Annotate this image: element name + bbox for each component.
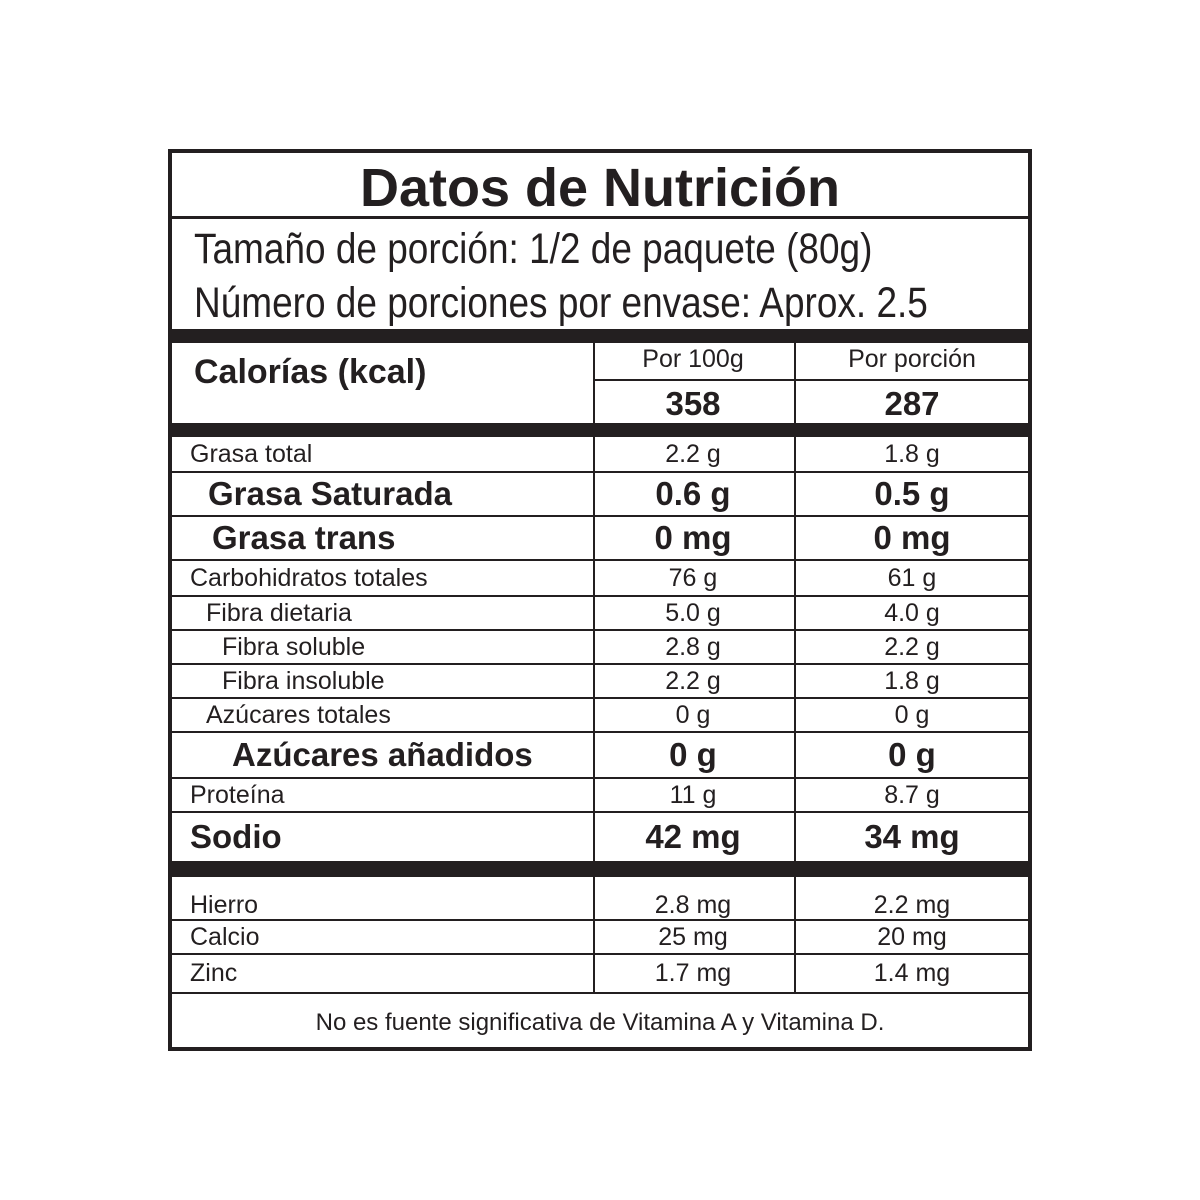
column-divider (794, 343, 796, 423)
divider (172, 663, 1028, 665)
value-per-100g: 5.0 g (665, 598, 721, 627)
column-divider (593, 437, 595, 861)
servings-per-container: Número de porciones por envase: Aprox. 2… (194, 279, 928, 327)
value-per-serving: 8.7 g (884, 780, 940, 809)
divider (172, 697, 1028, 699)
divider (172, 629, 1028, 631)
divider (172, 992, 1028, 994)
divider (172, 777, 1028, 779)
nutrient-row: Fibra insoluble 2.2 g 1.8 g (172, 665, 1028, 697)
serving-size: Tamaño de porción: 1/2 de paquete (80g) (194, 225, 873, 273)
value-per-100g: 42 mg (645, 818, 741, 855)
nutrient-row: Grasa trans 0 mg 0 mg (172, 517, 1028, 559)
footnote: No es fuente significativa de Vitamina A… (315, 1009, 885, 1036)
value-per-serving: 0 g (888, 736, 936, 773)
value-per-100g: 0 g (675, 700, 711, 729)
value-per-serving: 0 mg (873, 519, 951, 556)
column-divider (593, 877, 595, 994)
nutrient-row: Grasa Saturada 0.6 g 0.5 g (172, 473, 1028, 515)
value-per-serving: 34 mg (864, 818, 960, 855)
value-per-serving: 0 g (894, 700, 930, 729)
divider (172, 811, 1028, 813)
value-per-100g: 2.8 mg (654, 890, 732, 919)
nutrient-name: Azúcares totales (206, 700, 391, 729)
col-header-per-100g: Por 100g (642, 345, 744, 373)
value-per-serving: 2.2 mg (873, 890, 951, 919)
value-per-100g: 1.7 mg (654, 959, 732, 987)
value-per-100g: 2.2 g (665, 439, 721, 468)
value-per-serving: 61 g (887, 563, 937, 592)
divider (172, 216, 1028, 219)
column-divider (794, 877, 796, 994)
divider (172, 731, 1028, 733)
value-per-serving: 1.8 g (884, 439, 940, 468)
divider (172, 595, 1028, 597)
value-per-serving: 1.4 mg (873, 959, 951, 987)
mineral-row: Zinc 1.7 mg 1.4 mg (172, 955, 1028, 992)
nutrient-name: Hierro (190, 890, 259, 919)
calories-per-serving: 287 (884, 385, 940, 422)
nutrient-name: Fibra insoluble (222, 666, 385, 695)
col-header-per-serving: Por porción (848, 345, 976, 373)
value-per-100g: 0 mg (654, 519, 732, 556)
nutrient-name: Carbohidratos totales (190, 563, 428, 592)
nutrient-row: Carbohidratos totales 76 g 61 g (172, 561, 1028, 595)
nutrient-name: Sodio (190, 818, 282, 855)
thick-divider (172, 329, 1028, 343)
value-per-100g: 2.8 g (665, 632, 721, 661)
divider (172, 559, 1028, 561)
nutrient-row: Sodio 42 mg 34 mg (172, 813, 1028, 861)
value-per-100g: 11 g (669, 780, 717, 809)
mineral-row: Calcio 25 mg 20 mg (172, 921, 1028, 953)
divider (172, 919, 1028, 921)
nutrient-name: Azúcares añadidos (232, 736, 533, 773)
nutrient-name: Zinc (190, 959, 238, 987)
value-per-100g: 76 g (668, 563, 718, 592)
label-title: Datos de Nutrición (359, 158, 841, 218)
nutrient-row: Proteína 11 g 8.7 g (172, 779, 1028, 811)
nutrient-name: Calcio (190, 922, 260, 951)
nutrient-name: Grasa trans (212, 519, 396, 556)
divider (172, 471, 1028, 473)
nutrient-name: Fibra soluble (222, 632, 366, 661)
value-per-100g: 2.2 g (665, 666, 721, 695)
calories-label: Calorías (kcal) (194, 353, 427, 391)
nutrient-row: Fibra dietaria 5.0 g 4.0 g (172, 597, 1028, 629)
mineral-row: Hierro 2.8 mg 2.2 mg (172, 877, 1028, 919)
divider (593, 379, 1028, 381)
column-divider (794, 437, 796, 861)
column-divider (593, 343, 595, 423)
nutrient-name: Grasa Saturada (208, 475, 452, 512)
nutrition-facts-label: Datos de Nutrición Tamaño de porción: 1/… (168, 149, 1032, 1051)
divider (172, 515, 1028, 517)
thick-divider (172, 861, 1028, 877)
nutrient-name: Proteína (190, 780, 285, 809)
value-per-serving: 4.0 g (884, 598, 940, 627)
divider (172, 953, 1028, 955)
nutrient-name: Fibra dietaria (206, 598, 352, 627)
value-per-serving: 20 mg (877, 922, 947, 951)
value-per-serving: 2.2 g (884, 632, 940, 661)
nutrient-row: Fibra soluble 2.8 g 2.2 g (172, 631, 1028, 663)
value-per-serving: 1.8 g (884, 666, 940, 695)
nutrient-name: Grasa total (190, 439, 313, 468)
calories-per-100g: 358 (665, 385, 721, 422)
value-per-serving: 0.5 g (874, 475, 950, 512)
value-per-100g: 25 mg (658, 922, 728, 951)
nutrient-row: Azúcares totales 0 g 0 g (172, 699, 1028, 731)
thick-divider (172, 423, 1028, 437)
value-per-100g: 0.6 g (655, 475, 731, 512)
nutrient-row: Grasa total 2.2 g 1.8 g (172, 437, 1028, 471)
value-per-100g: 0 g (669, 736, 717, 773)
nutrient-row: Azúcares añadidos 0 g 0 g (172, 733, 1028, 777)
